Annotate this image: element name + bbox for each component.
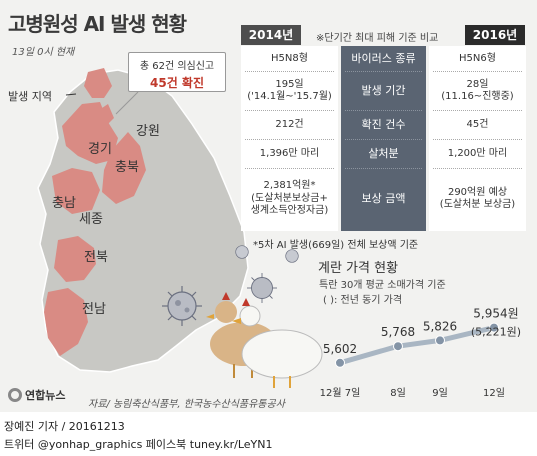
price-chart-title: 계란 가격 현황: [318, 261, 399, 276]
yonhap-logo: 연합뉴스: [8, 387, 65, 403]
cell-2014-compensation: 2,381억원* (도살처분보상금+ 생계소득안정자금): [250, 180, 329, 217]
suspected-report-count: 총 62건 의심신고: [139, 61, 215, 72]
cell-2014-period: 195일 ('14.1월~'15.7월): [247, 78, 332, 103]
date-tick-label: 12일: [483, 387, 505, 399]
region-label-gangwon: 강원: [136, 124, 160, 139]
data-source: 자료/ 농림축산식품부, 한국농수산식품유통공사: [88, 399, 285, 410]
egg-price-line-chart: 5,602 12월 7일 5,768 8일 5,826 9일 5,954원 12일 (5,221…: [320, 307, 521, 399]
callout-pointer: [115, 91, 139, 115]
previous-year-price-label: (5,221원): [471, 326, 521, 339]
outbreak-region-jeonbuk: [54, 236, 96, 282]
cell-2014-culled: 1,396만 마리: [259, 147, 320, 159]
sns-links: 트위터 @yonhap_graphics 페이스북 tuney.kr/LeYN1: [4, 438, 273, 451]
reporter-credit: 장예진 기자 / 20161213: [4, 420, 125, 433]
region-label-chungbuk: 충북: [115, 160, 139, 175]
outbreak-region-chungnam: [52, 168, 100, 214]
price-value-label: 5,768: [381, 325, 415, 339]
year-2016-header: 2016년: [465, 25, 525, 45]
outbreak-region-label: 발생 지역: [8, 90, 52, 103]
region-label-sejong: 세종: [79, 212, 103, 227]
virus-icon: [247, 273, 277, 303]
virus-icon: [162, 286, 202, 326]
year-2014-header: 2014년: [241, 25, 301, 45]
column-labels: 바이러스 종류 발생 기간 확진 건수 살처분 보상 금액: [341, 46, 426, 231]
date-tick-label: 9일: [432, 387, 448, 399]
cell-2016-confirmed: 45건: [466, 118, 489, 130]
region-label-jeonbuk: 전북: [84, 250, 108, 265]
region-label-chungnam: 충남: [52, 196, 76, 211]
cell-2014-virus: H5N8형: [271, 52, 308, 64]
outbreak-region-jeonnam: [44, 288, 88, 356]
price-value-label: 5,602: [323, 342, 357, 356]
outbreak-label-pointer: [65, 93, 77, 96]
region-label-jeonnam: 전남: [82, 302, 106, 317]
cell-2016-compensation: 290억원 예상 (도살처분 보상금): [439, 186, 516, 211]
row-label-compensation: 보상 금액: [361, 192, 406, 206]
price-point: [489, 322, 499, 333]
virus-icon: [235, 245, 249, 259]
duck-illustration: [232, 298, 323, 388]
outbreak-region-chungbuk: [102, 132, 146, 204]
outbreak-callout: 총 62건 의심신고 45건 확진: [128, 52, 226, 92]
price-series-line: [339, 325, 495, 366]
cell-2016-virus: H5N6형: [459, 52, 496, 64]
confirmed-count: 45건 확진: [150, 76, 204, 90]
page-title: 고병원성 AI 발생 현황: [8, 12, 187, 36]
date-tick-label: 8일: [390, 387, 406, 399]
row-label-period: 발생 기간: [361, 84, 406, 98]
row-label-culled: 살처분: [368, 147, 399, 161]
cell-2016-period: 28일 (11.16~진행중): [441, 78, 514, 103]
date-tick-label: 12월 7일: [320, 387, 361, 399]
price-point: [335, 357, 345, 368]
cell-2014-confirmed: 212건: [275, 118, 304, 130]
compensation-footnote: *5차 AI 발생(669일) 전체 보상액 기준: [253, 240, 419, 251]
cell-2016-culled: 1,200만 마리: [447, 147, 508, 159]
price-chart-legend: ( ): 전년 동기 가격: [323, 295, 403, 306]
outbreak-region-gangwon-west: [96, 104, 114, 126]
comparison-note: ※단기간 최대 피해 기준 비교: [316, 33, 439, 44]
price-point: [435, 335, 445, 346]
infographic-panel: 고병원성 AI 발생 현황 13일 0시 현재: [0, 0, 537, 412]
price-chart-subtitle: 특란 30개 평균 소매가격 기준: [319, 280, 446, 291]
column-2014: H5N8형 195일 ('14.1월~'15.7월) 212건 1,396만 마리…: [241, 46, 338, 231]
price-value-label: 5,826: [423, 319, 457, 333]
yonhap-logo-icon: [8, 388, 22, 402]
map-illustration: 5,602 12월 7일 5,768 8일 5,826 9일 5,954원 12일 (5,221…: [37, 68, 521, 399]
price-point: [393, 341, 403, 352]
row-label-virus: 바이러스 종류: [351, 52, 416, 66]
virus-icon: [285, 249, 299, 263]
column-2016: H5N6형 28일 (11.16~진행중) 45건 1,200만 마리 290억원…: [429, 46, 526, 231]
region-label-gyeonggi: 경기: [88, 142, 112, 157]
row-label-confirmed: 확진 건수: [361, 118, 406, 132]
price-value-label: 5,954원: [473, 307, 518, 321]
outbreak-region-gyeonggi-north: [84, 68, 112, 98]
as-of-time: 13일 0시 현재: [12, 47, 75, 58]
